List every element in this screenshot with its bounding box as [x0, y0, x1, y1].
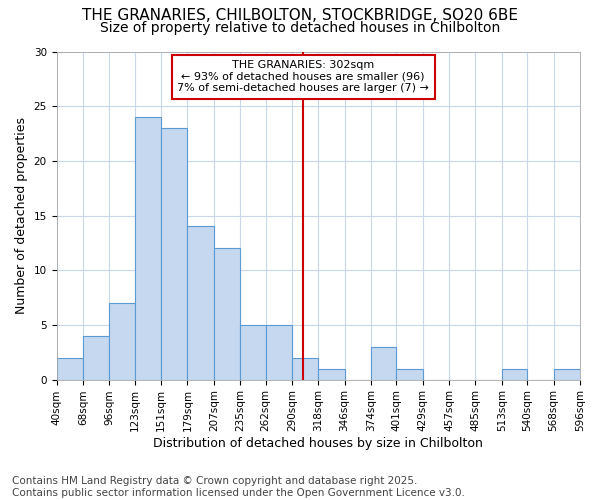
Bar	[554, 368, 580, 380]
Bar	[161, 128, 187, 380]
Y-axis label: Number of detached properties: Number of detached properties	[15, 117, 28, 314]
Text: THE GRANARIES, CHILBOLTON, STOCKBRIDGE, SO20 6BE: THE GRANARIES, CHILBOLTON, STOCKBRIDGE, …	[82, 8, 518, 22]
Bar	[292, 358, 318, 380]
Bar	[56, 358, 83, 380]
Bar	[266, 325, 292, 380]
Bar	[134, 117, 161, 380]
Text: Contains HM Land Registry data © Crown copyright and database right 2025.
Contai: Contains HM Land Registry data © Crown c…	[12, 476, 465, 498]
Bar	[214, 248, 240, 380]
Bar	[109, 303, 134, 380]
Bar	[240, 325, 266, 380]
Bar	[502, 368, 527, 380]
Bar	[187, 226, 214, 380]
X-axis label: Distribution of detached houses by size in Chilbolton: Distribution of detached houses by size …	[154, 437, 483, 450]
Bar	[371, 347, 397, 380]
Bar	[397, 368, 423, 380]
Bar	[318, 368, 344, 380]
Text: Size of property relative to detached houses in Chilbolton: Size of property relative to detached ho…	[100, 21, 500, 35]
Bar	[83, 336, 109, 380]
Text: THE GRANARIES: 302sqm
← 93% of detached houses are smaller (96)
7% of semi-detac: THE GRANARIES: 302sqm ← 93% of detached …	[177, 60, 429, 94]
